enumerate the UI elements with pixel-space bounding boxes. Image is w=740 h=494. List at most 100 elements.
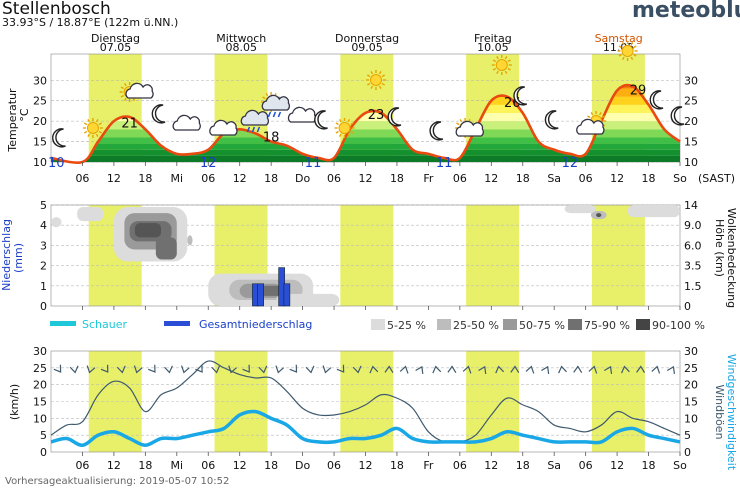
arrow-head [651,365,661,374]
total-legend-swatch [164,321,190,326]
x-tick-label: 18 [264,172,278,185]
temp-color-band [51,137,680,144]
x-tick-label: Fr [423,172,434,185]
total-legend-label: Gesamtniederschlag [199,318,312,331]
day-name-label: Mittwoch [216,32,266,45]
wind-tick-right: 30 [684,345,698,358]
sun-ray [618,53,622,57]
wind-tick-right: 5 [684,429,691,442]
arrow-head [322,365,332,374]
moon-icon [387,107,402,127]
day-date-label: 10.05 [477,41,509,54]
arrow-head [447,365,457,373]
day-date-label: 07.05 [100,41,132,54]
arrow-head [588,365,598,374]
wind-direction-arrow [100,364,109,373]
height-tick-right: 0 [684,300,691,313]
sun-icon [365,70,386,90]
height-label: Höhe (km) [713,219,726,277]
sun-ray [630,41,634,46]
x-tick-label: Fr [423,459,434,472]
wind-direction-arrow [636,365,646,373]
cover-legend-swatch [371,319,385,330]
x-tick-label: 12 [359,459,373,472]
precip-tick-left: 3 [40,239,47,252]
rain-drop [246,126,251,133]
gust-line [50,360,681,444]
x-tick-label: Mi [171,459,184,472]
x-tick-label: 12 [610,459,624,472]
arrow-head [525,365,535,374]
wind-direction-arrow [164,365,173,374]
x-tick-label: Mi [171,172,184,185]
arrow-head [495,365,505,374]
x-tick-label: 18 [516,172,530,185]
sun-ray [265,92,269,97]
day-date-label: 08.05 [226,41,258,54]
sun-ray [347,118,351,123]
wind-direction-arrow [195,364,203,373]
wind-direction-arrow [305,365,315,374]
precip-tick-left: 5 [40,199,47,212]
sun-icon [491,55,512,75]
x-tick-label: 18 [264,459,278,472]
x-tick-label: 12 [107,172,121,185]
sun-disc [621,45,634,57]
arrow-head [415,365,424,375]
arrow-head [69,365,79,374]
sun-disc [86,122,99,134]
wind-direction-arrow [558,365,567,374]
arrow-head [399,365,409,374]
arrow-head [384,365,394,373]
arrow-head [164,365,173,374]
cloud-cover-area [134,223,162,238]
sun-disc [338,122,351,134]
x-tick-label: 06 [75,459,89,472]
moon-icon [670,106,685,126]
moon-shape [314,110,328,130]
temp-tick-left: 15 [33,136,47,149]
sun-ray [83,122,88,126]
cloud-icon [209,119,238,136]
day-name-label: Freitag [474,32,512,45]
temp-min-label: 10 [48,156,65,171]
sun-ray [621,56,625,61]
wind-direction-arrow [447,365,457,373]
moon-icon [649,90,664,110]
wind-direction-arrow [53,364,62,373]
wind-direction-arrow [432,365,442,374]
day-date-label: 09.05 [351,41,383,54]
wind-direction-arrow [415,365,424,375]
wind-direction-arrow [181,365,190,374]
moon-icon [544,110,559,130]
height-tick-right: 1.5 [684,280,702,293]
temp-min-label: 11 [305,156,322,171]
arrow-head [195,364,203,373]
temp-ylabel: Temperatur [6,88,19,153]
wind-direction-arrow [228,365,237,374]
daylight-band [591,205,645,306]
sun-ray [496,70,499,75]
sun-ray [124,97,127,102]
arrow-head [53,364,62,373]
wind-tick-left: 0 [40,446,47,459]
daylight-band [466,205,520,306]
sun-ray [456,122,460,126]
wind-tick-right: 0 [684,446,691,459]
x-tick-label: 06 [579,459,593,472]
location-title: Stellenbosch [2,0,111,19]
arrow-head [305,365,315,374]
sun-ray [492,59,497,63]
x-tick-label: 06 [453,172,467,185]
x-tick-label: 06 [327,459,341,472]
moon-shape [544,110,559,130]
sun-ray [87,118,91,123]
x-tick-label: 18 [390,459,404,472]
cloud-cover-area [187,235,193,246]
wind-direction-arrow [666,365,676,375]
x-tick-label: Sa [547,459,561,472]
sun-ray [335,122,339,126]
x-tick-label: 18 [138,459,152,472]
moon-shape [387,107,402,127]
temp-color-band [51,112,680,122]
